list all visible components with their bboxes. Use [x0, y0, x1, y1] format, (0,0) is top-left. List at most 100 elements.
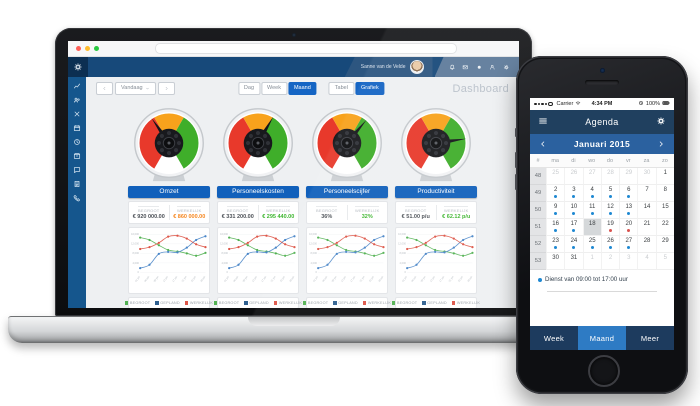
calendar-day-14[interactable]: 14	[637, 202, 656, 219]
calendar-day-5[interactable]: 5	[655, 253, 674, 270]
today-dropdown[interactable]: Vandaag	[115, 81, 156, 96]
close-window-button[interactable]	[76, 46, 81, 51]
view-button-maand[interactable]: Maand	[287, 81, 317, 96]
menu-button[interactable]	[538, 116, 548, 126]
event-dot-icon	[572, 245, 576, 249]
calendar-day-11[interactable]: 11	[582, 202, 601, 219]
calendar-day-28[interactable]: 28	[600, 168, 620, 185]
view-button-week[interactable]: Week	[261, 81, 287, 96]
legend-item: GEPLAND	[333, 301, 358, 305]
calendar-day-19[interactable]: 19	[600, 219, 620, 236]
user-icon[interactable]	[489, 64, 496, 71]
calendar-day-1[interactable]: 1	[582, 253, 601, 270]
phone-display: Carrier 4:34 PM 100% Agenda Januari 2015…	[530, 98, 674, 350]
gear-icon[interactable]	[503, 64, 510, 71]
maximize-window-button[interactable]	[94, 46, 99, 51]
svg-text:09 jan: 09 jan	[153, 275, 160, 283]
svg-text:16,000: 16,000	[309, 233, 317, 236]
settings-button[interactable]	[656, 116, 666, 126]
calendar-day-26[interactable]: 26	[564, 168, 583, 185]
tab-meer[interactable]: Meer	[640, 333, 660, 343]
calendar-day-24[interactable]: 24	[564, 236, 583, 253]
sidebar-item-close[interactable]	[73, 110, 81, 118]
calendar-day-1[interactable]: 1	[655, 168, 674, 185]
minimize-window-button[interactable]	[85, 46, 90, 51]
home-button[interactable]	[588, 355, 620, 387]
sidebar-item-doc[interactable]	[73, 180, 81, 188]
mini-line-chart: 16,000 12,000 8,000 4,000 001 jan 05 jan 09 ja…	[309, 233, 384, 283]
next-period-button[interactable]	[157, 82, 175, 95]
calendar-day-4[interactable]: 4	[637, 253, 656, 270]
calendar-day-28[interactable]: 28	[637, 236, 656, 253]
calendar-day-16[interactable]: 16	[546, 219, 565, 236]
sidebar-item-clock[interactable]	[73, 138, 81, 146]
prev-period-button[interactable]	[96, 82, 113, 95]
calendar-day-21[interactable]: 21	[637, 219, 656, 236]
weekday-header-row: # ma di wo do vr za zo	[530, 154, 674, 168]
event-dot-icon	[590, 211, 594, 215]
laptop: Sanne van de Velde Vandaag Dag Week Maand …	[55, 28, 532, 316]
calendar-day-30[interactable]: 30	[637, 168, 656, 185]
calendar-day-25[interactable]: 25	[546, 168, 565, 185]
user-menu[interactable]: Sanne van de Velde	[344, 57, 433, 77]
calendar-day-31[interactable]: 31	[564, 253, 583, 270]
calendar-day-12[interactable]: 12	[600, 202, 620, 219]
calendar-day-22[interactable]: 22	[655, 219, 674, 236]
calendar-day-23[interactable]: 23	[546, 236, 565, 253]
calendar-day-7[interactable]: 7	[637, 185, 656, 202]
calendar-day-29[interactable]: 29	[619, 168, 638, 185]
sidebar-item-phone[interactable]	[73, 194, 81, 202]
app-menu-gear-icon[interactable]	[68, 57, 88, 77]
sidebar-item-chat[interactable]	[73, 166, 81, 174]
display-button-grafiek[interactable]: Grafiek	[354, 81, 385, 96]
calendar-day-20[interactable]: 20	[619, 219, 638, 236]
svg-text:01 jan: 01 jan	[313, 275, 320, 283]
mute-switch[interactable]	[514, 128, 517, 137]
circle-icon[interactable]	[476, 64, 483, 71]
sidebar-item-chart[interactable]	[73, 82, 81, 90]
sidebar-item-users[interactable]	[73, 96, 81, 104]
calendar-day-15[interactable]: 15	[655, 202, 674, 219]
calendar-day-9[interactable]: 9	[546, 202, 565, 219]
calendar-day-27[interactable]: 27	[619, 236, 638, 253]
calendar-day-25[interactable]: 25	[582, 236, 601, 253]
calendar-day-3[interactable]: 3	[619, 253, 638, 270]
url-bar[interactable]	[155, 43, 457, 54]
calendar-day-26[interactable]: 26	[600, 236, 620, 253]
calendar-day-5[interactable]: 5	[600, 185, 620, 202]
sidebar-item-box[interactable]	[73, 152, 81, 160]
mail-icon[interactable]	[462, 64, 469, 71]
display-button-tabel[interactable]: Tabel	[328, 81, 354, 96]
calendar-day-3[interactable]: 3	[564, 185, 583, 202]
calendar-day-8[interactable]: 8	[655, 185, 674, 202]
calendar-day-6[interactable]: 6	[619, 185, 638, 202]
chevron-down-icon	[145, 86, 150, 91]
calendar-day-29[interactable]: 29	[655, 236, 674, 253]
calendar-day-10[interactable]: 10	[564, 202, 583, 219]
calendar-day-13[interactable]: 13	[619, 202, 638, 219]
svg-text:09 jan: 09 jan	[420, 275, 427, 283]
user-name: Sanne van de Velde	[360, 64, 406, 70]
calendar-day-18[interactable]: 18	[582, 219, 601, 236]
calendar-week-row: 50 9 10 11 12 13 14 15	[530, 202, 674, 219]
prev-month-button[interactable]	[539, 140, 547, 148]
gear-icon	[656, 116, 666, 126]
view-button-dag[interactable]: Dag	[237, 81, 261, 96]
calendar-day-2[interactable]: 2	[600, 253, 620, 270]
tab-maand[interactable]: Maand	[578, 326, 626, 350]
calendar-day-27[interactable]: 27	[582, 168, 601, 185]
calendar-day-17[interactable]: 17	[564, 219, 583, 236]
svg-text:05 jan: 05 jan	[233, 275, 240, 283]
calendar-icon	[73, 124, 81, 132]
sidebar-item-calendar[interactable]	[73, 124, 81, 132]
calendar-day-4[interactable]: 4	[582, 185, 601, 202]
next-month-button[interactable]	[657, 140, 665, 148]
tab-week[interactable]: Week	[543, 333, 565, 343]
event-dot-icon	[590, 194, 594, 198]
svg-text:0: 0	[137, 271, 139, 274]
calendar-day-2[interactable]: 2	[546, 185, 565, 202]
volume-down-button[interactable]	[514, 174, 517, 190]
bell-icon[interactable]	[449, 64, 456, 71]
volume-up-button[interactable]	[514, 152, 517, 168]
calendar-day-30[interactable]: 30	[546, 253, 565, 270]
